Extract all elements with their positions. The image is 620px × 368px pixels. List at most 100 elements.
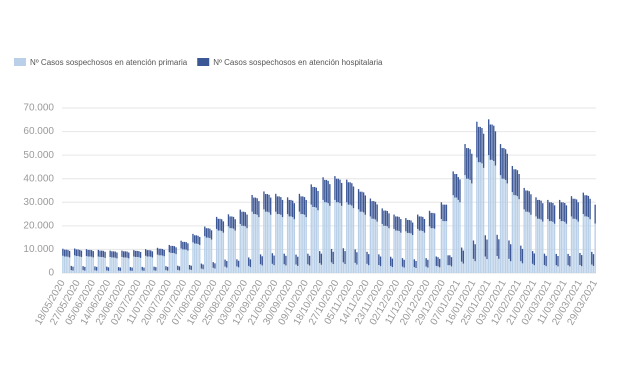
bar-segment [395, 216, 397, 231]
bar-segment [75, 249, 78, 257]
bar-segment [442, 221, 444, 273]
bar-segment [187, 250, 189, 273]
bar-segment [175, 247, 177, 255]
bar-segment [232, 228, 235, 273]
bar-segment [447, 255, 449, 266]
bar-segment [584, 195, 586, 217]
bar-segment [390, 256, 392, 266]
bar-segment [210, 239, 213, 273]
bar-segment [286, 214, 289, 273]
bar-segment [460, 247, 463, 262]
bar-segment [411, 235, 414, 273]
bar-segment [592, 265, 595, 273]
bar-segment [565, 205, 568, 224]
bar-segment [428, 210, 431, 227]
bar-segment [273, 265, 275, 273]
bar-segment [67, 256, 69, 273]
bar-segment [344, 251, 346, 265]
bar-segment [180, 240, 182, 249]
bar-segment [156, 254, 159, 273]
bar-segment [79, 249, 81, 257]
bar-segment [349, 204, 351, 273]
bar-segment [540, 200, 542, 220]
bar-segment [569, 256, 571, 267]
bar-segment [241, 225, 243, 273]
bar-segment [95, 266, 98, 271]
bar-segment [197, 244, 199, 273]
bar-segment [231, 228, 233, 273]
bar-segment [574, 218, 576, 273]
bar-segment [229, 228, 231, 273]
bar-segment [552, 202, 554, 222]
bar-segment [161, 248, 164, 256]
bar-segment [322, 199, 324, 273]
bar-segment [119, 267, 121, 271]
bar-segment [351, 183, 353, 206]
bar-segment [378, 254, 380, 265]
bar-segment [450, 257, 453, 267]
bar-segment [589, 219, 591, 273]
bar-segment [499, 175, 502, 273]
bar-segment [322, 177, 324, 200]
bar-segment [444, 221, 446, 273]
bar-segment [199, 236, 201, 245]
bar-segment [422, 216, 424, 232]
bar-segment [415, 260, 417, 269]
bar-segment [354, 262, 356, 273]
bar-segment [173, 253, 176, 273]
bar-segment [177, 269, 179, 273]
bar-segment [298, 193, 301, 212]
bar-segment [286, 197, 289, 215]
bar-segment [538, 199, 541, 219]
bar-segment [542, 221, 544, 273]
bar-segment [195, 235, 198, 244]
bar-segment [293, 203, 296, 220]
bar-segment [332, 251, 334, 265]
bar-segment [175, 254, 177, 273]
bar-segment [239, 209, 241, 224]
bar-segment [241, 211, 243, 226]
bar-segment [116, 252, 118, 259]
bar-segment [172, 252, 174, 273]
bar-segment [183, 241, 186, 250]
bar-segment [457, 177, 459, 200]
bar-segment [256, 214, 258, 273]
bar-segment [293, 219, 296, 273]
bar-segment [531, 251, 534, 264]
bar-segment [190, 269, 192, 273]
bar-segment [589, 198, 591, 220]
bar-segment [229, 216, 231, 229]
bar-segment [205, 237, 208, 273]
bar-segment [400, 232, 402, 273]
bar-segment [263, 209, 265, 273]
bar-segment [161, 255, 164, 273]
bar-segment [393, 214, 395, 229]
bar-segment [503, 148, 505, 179]
bar-segment [521, 248, 524, 264]
bar-segment [547, 219, 549, 273]
bar-segment [297, 265, 299, 273]
bar-segment [373, 201, 375, 219]
bar-segment [374, 219, 377, 273]
bar-segment [160, 248, 162, 256]
bar-segment [493, 161, 495, 273]
bar-segment [102, 257, 105, 273]
bar-segment [82, 270, 84, 273]
bar-segment [163, 249, 165, 257]
bar-segment [288, 199, 290, 217]
bar-segment [305, 199, 307, 218]
bar-segment [180, 248, 182, 273]
bar-segment [133, 256, 135, 273]
bar-segment [310, 204, 312, 273]
bar-segment [261, 265, 263, 273]
legend-label: Nº Casos sospechosos en atención hospita… [213, 58, 383, 67]
bar-segment [150, 256, 152, 273]
bar-segment [528, 212, 530, 273]
bar-segment [104, 257, 106, 273]
bar-segment [508, 258, 510, 273]
bar-segment [291, 200, 294, 218]
bar-segment [136, 256, 138, 273]
bar-segment [85, 249, 88, 257]
bar-segment [202, 264, 204, 270]
